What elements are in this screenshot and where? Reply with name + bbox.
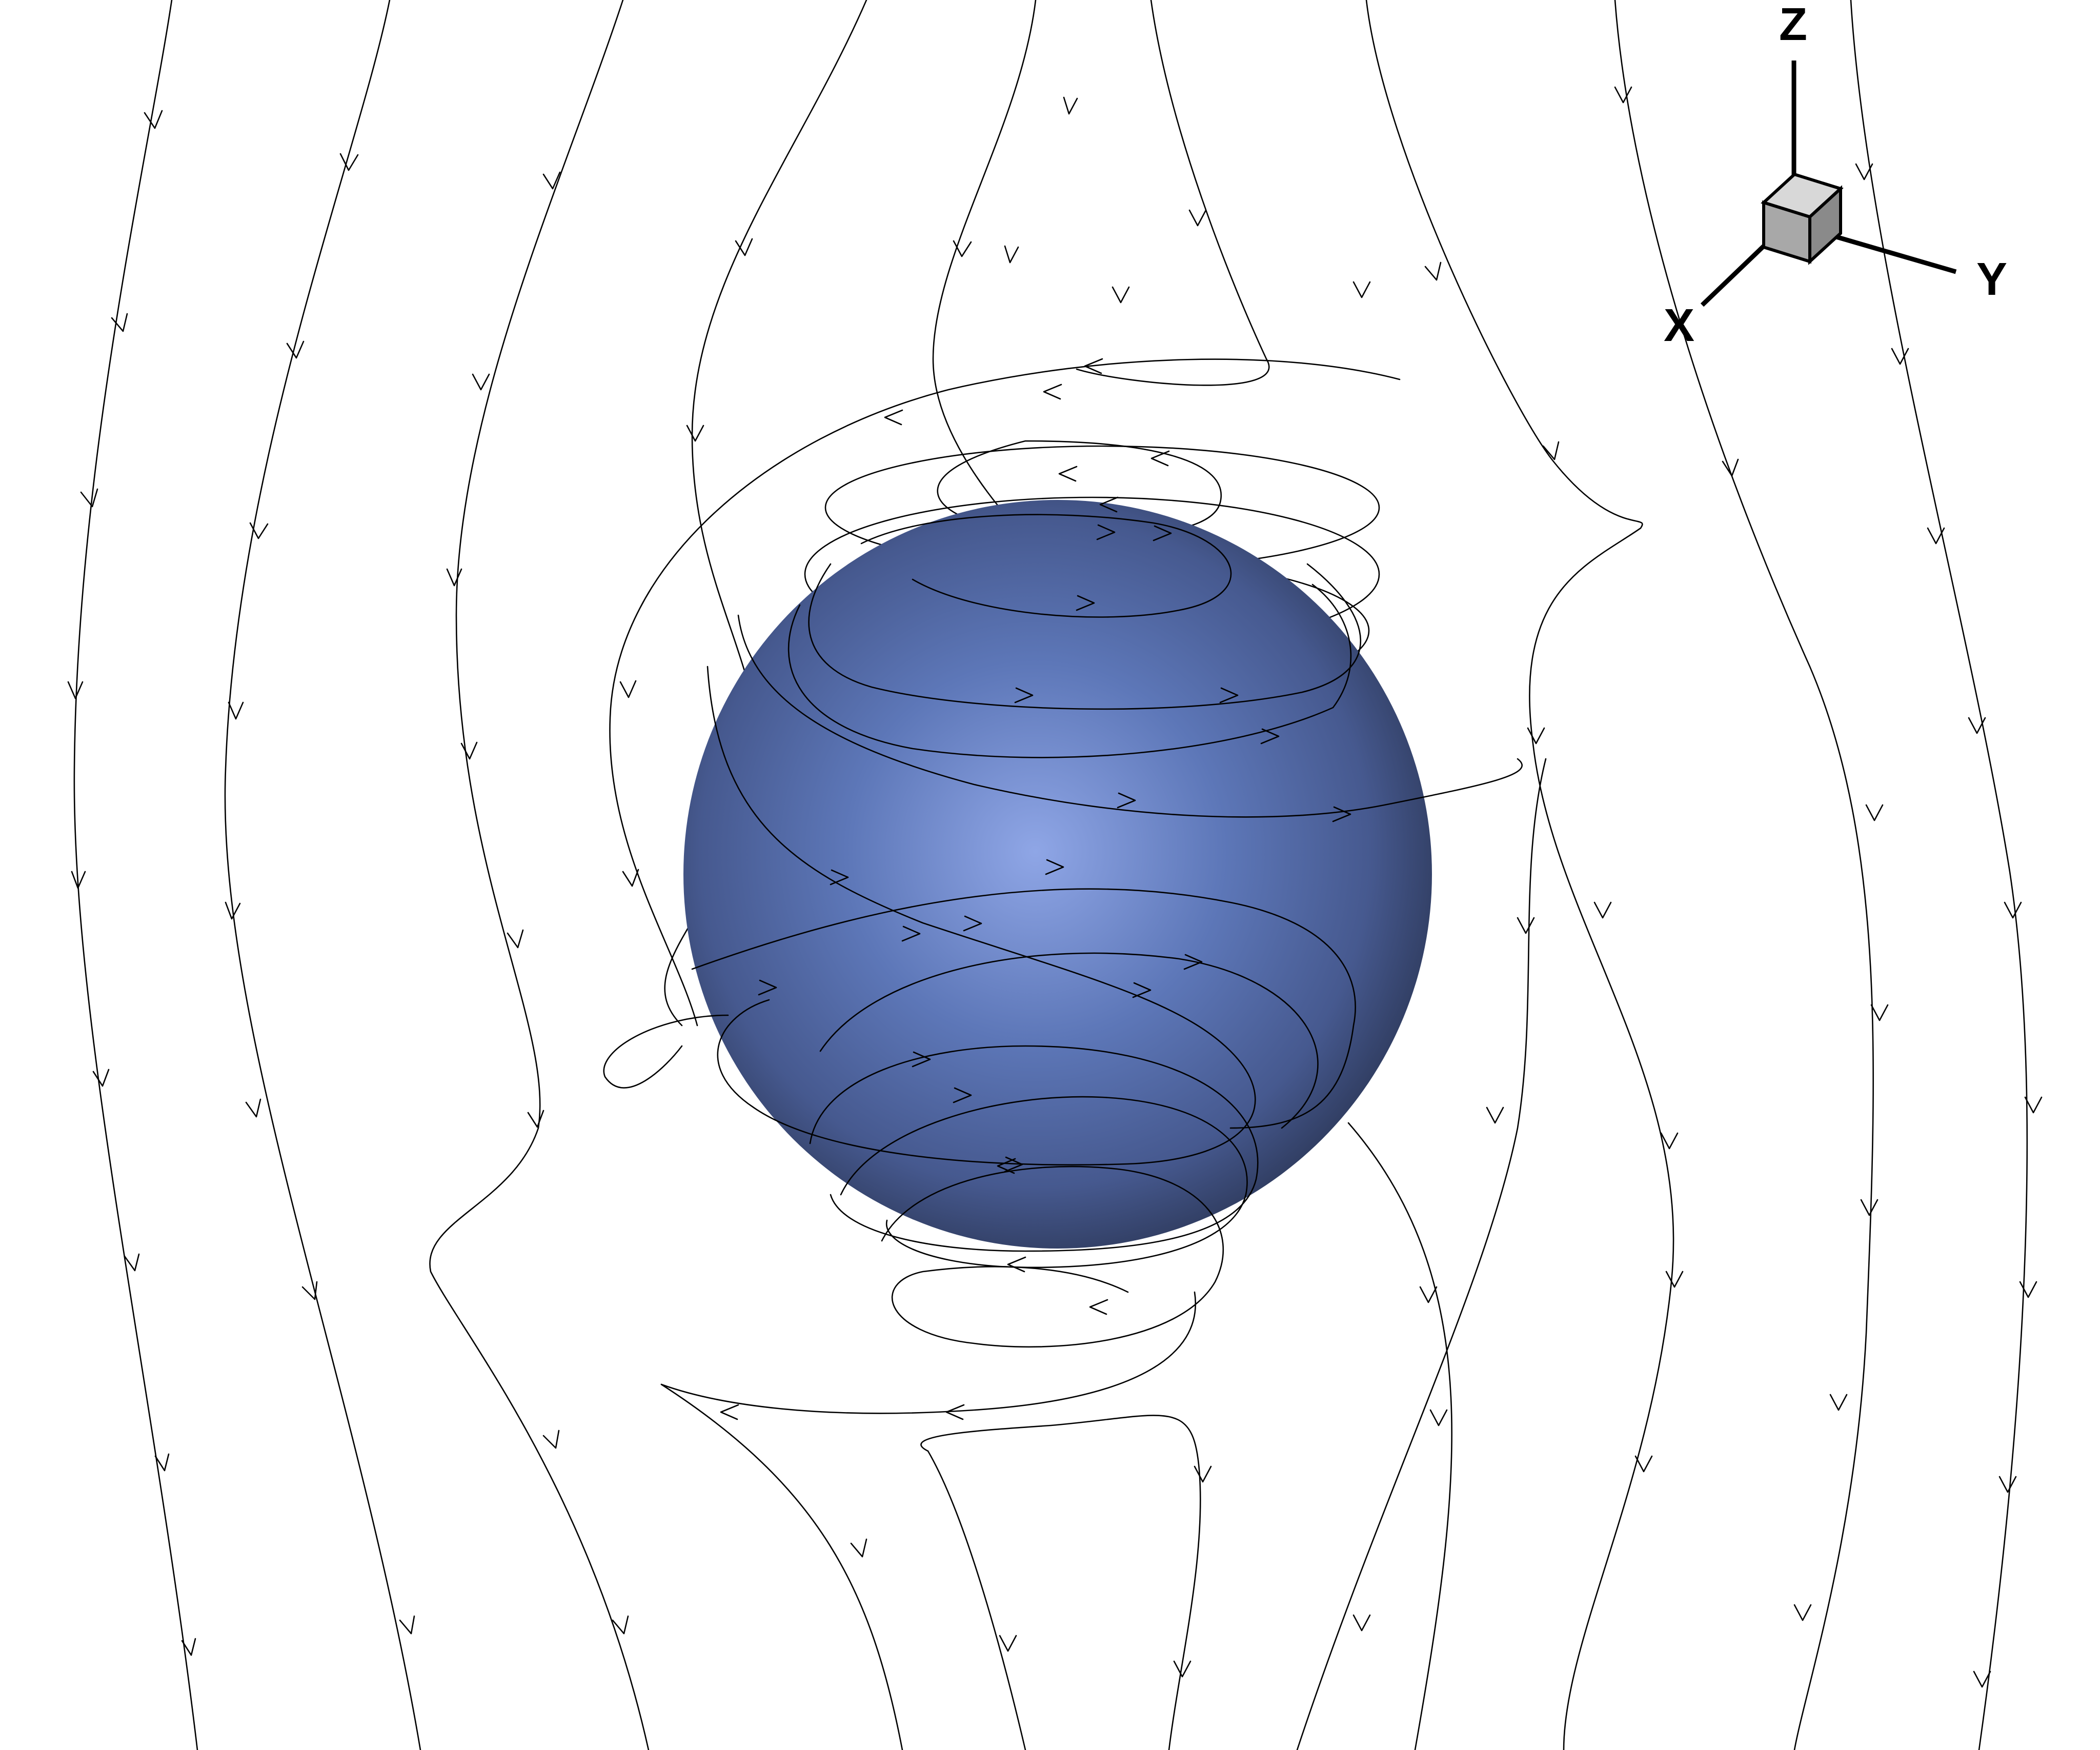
streamlines-lower bbox=[660, 1291, 1201, 1750]
streamline bbox=[1850, 0, 2028, 1750]
streamline bbox=[1076, 0, 1270, 386]
cube-icon bbox=[1761, 172, 1844, 265]
x-axis-label: X bbox=[1664, 300, 1694, 351]
streamline bbox=[660, 1383, 903, 1750]
streamline bbox=[1347, 1122, 1452, 1750]
streamline bbox=[927, 1450, 1026, 1750]
x-axis-line bbox=[1700, 244, 1766, 307]
helix-lower-front bbox=[603, 888, 1356, 1348]
streamline bbox=[429, 0, 650, 1750]
axes-triad: Z Y X bbox=[1664, 0, 2007, 351]
streamline bbox=[1365, 0, 1674, 1750]
streamline bbox=[73, 0, 198, 1750]
y-axis-label: Y bbox=[1976, 254, 2007, 305]
streamline bbox=[1296, 758, 1547, 1750]
streamlines-right bbox=[1076, 0, 2028, 1750]
flow-arrows bbox=[67, 86, 2043, 1688]
streamline bbox=[224, 0, 421, 1750]
z-axis-label: Z bbox=[1779, 0, 1807, 50]
streamline bbox=[660, 1291, 1196, 1414]
streamline bbox=[1614, 0, 1874, 1750]
sphere bbox=[683, 500, 1432, 1249]
streamline bbox=[920, 1415, 1201, 1750]
helix-upper-front bbox=[706, 514, 1523, 1166]
y-axis-line bbox=[1832, 233, 1957, 274]
